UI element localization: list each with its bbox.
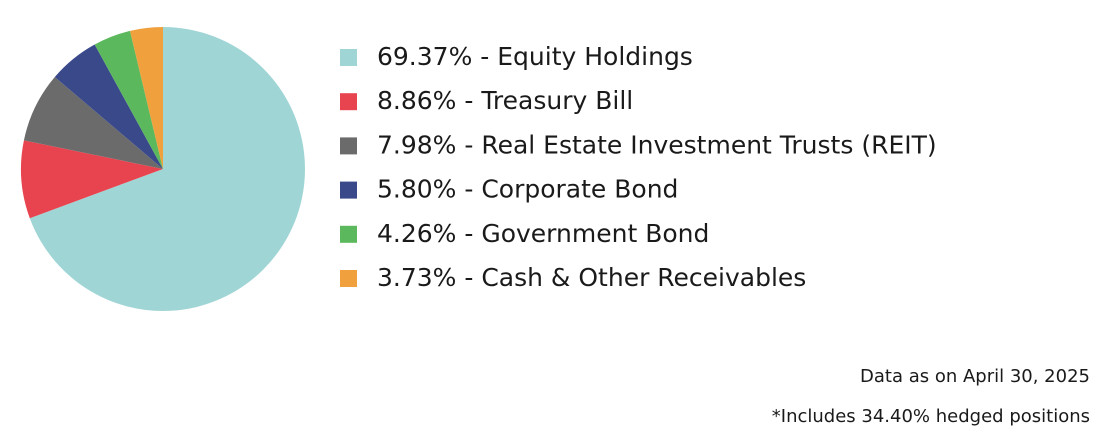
legend-swatch: [340, 225, 357, 243]
legend-swatch: [340, 49, 357, 66]
legend-label: 5.80% - Corporate Bond: [377, 175, 678, 204]
pie-slice: [94, 30, 163, 169]
legend-swatch: [340, 137, 357, 155]
pie-slice: [23, 77, 163, 169]
legend-label: 7.98% - Real Estate Investment Trusts (R…: [377, 130, 937, 159]
legend-label: 3.73% - Cash & Other Receivables: [377, 263, 806, 292]
pie-slice: [29, 27, 305, 311]
pie-slice: [130, 27, 163, 169]
pie-slice: [20, 140, 163, 219]
footnote: *Includes 34.40% hedged positions: [772, 406, 1090, 427]
legend-label: 8.86% - Treasury Bill: [377, 86, 633, 115]
pie-slice: [54, 44, 163, 169]
legend-swatch: [340, 270, 357, 287]
footnote: Data as on April 30, 2025: [860, 366, 1090, 387]
legend-label: 4.26% - Government Bond: [377, 219, 709, 248]
legend-swatch: [340, 93, 357, 111]
legend-swatch: [340, 181, 357, 199]
legend-label: 69.37% - Equity Holdings: [377, 42, 693, 71]
